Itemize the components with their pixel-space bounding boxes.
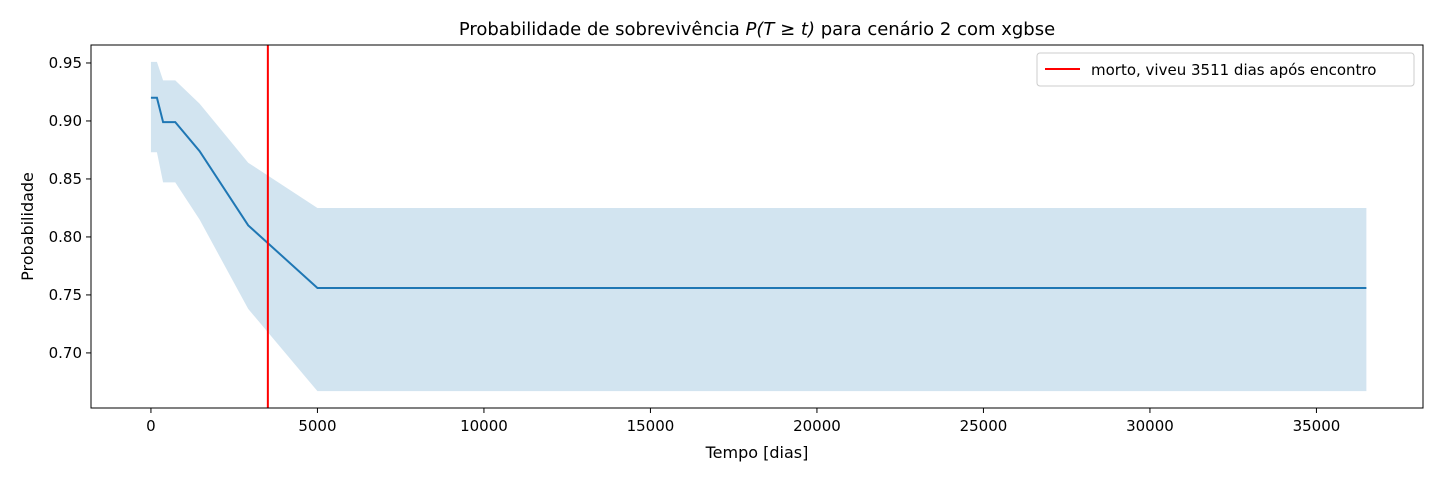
x-axis-label: Tempo [dias] bbox=[705, 443, 809, 462]
chart-title: Probabilidade de sobrevivência P(T ≥ t) … bbox=[459, 19, 1055, 40]
x-tick-label: 10000 bbox=[460, 417, 508, 435]
y-tick-label: 0.70 bbox=[49, 344, 82, 362]
legend-box bbox=[1036, 52, 1415, 87]
x-tick-label: 35000 bbox=[1293, 417, 1341, 435]
x-tick-label: 30000 bbox=[1126, 417, 1174, 435]
y-axis-label: Probabilidade bbox=[18, 172, 37, 281]
plot-frame bbox=[90, 44, 1424, 409]
survival-line-layer bbox=[150, 96, 1367, 289]
title-math: P(T ≥ t) bbox=[746, 19, 815, 40]
y-tick-label: 0.85 bbox=[49, 170, 82, 188]
y-tick-label: 0.95 bbox=[49, 54, 82, 72]
legend-label-vline: morto, viveu 3511 dias após encontro bbox=[1091, 61, 1376, 79]
confidence-band-0 bbox=[150, 61, 1367, 392]
y-tick-label: 0.75 bbox=[49, 286, 82, 304]
x-tick-label: 15000 bbox=[627, 417, 675, 435]
y-tick-label: 0.90 bbox=[49, 112, 82, 130]
x-tick-label: 0 bbox=[146, 417, 156, 435]
confidence-band-layer bbox=[150, 61, 1367, 392]
x-tick-label: 25000 bbox=[960, 417, 1008, 435]
y-tick-label: 0.80 bbox=[49, 228, 82, 246]
legend: morto, viveu 3511 dias após encontro bbox=[1036, 52, 1415, 87]
x-tick-label: 5000 bbox=[298, 417, 336, 435]
x-tick-label: 20000 bbox=[793, 417, 841, 435]
x-axis-ticks: 0 5000 10000 15000 20000 25000 30000 35000 bbox=[146, 408, 1340, 435]
y-axis-ticks: 0.70 0.75 0.80 0.85 0.90 0.95 bbox=[49, 54, 91, 362]
title-prefix: Probabilidade de sobrevivência bbox=[459, 19, 746, 40]
title-suffix: para cenário 2 com xgbse bbox=[815, 19, 1055, 40]
survival-line-0 bbox=[150, 96, 1367, 289]
